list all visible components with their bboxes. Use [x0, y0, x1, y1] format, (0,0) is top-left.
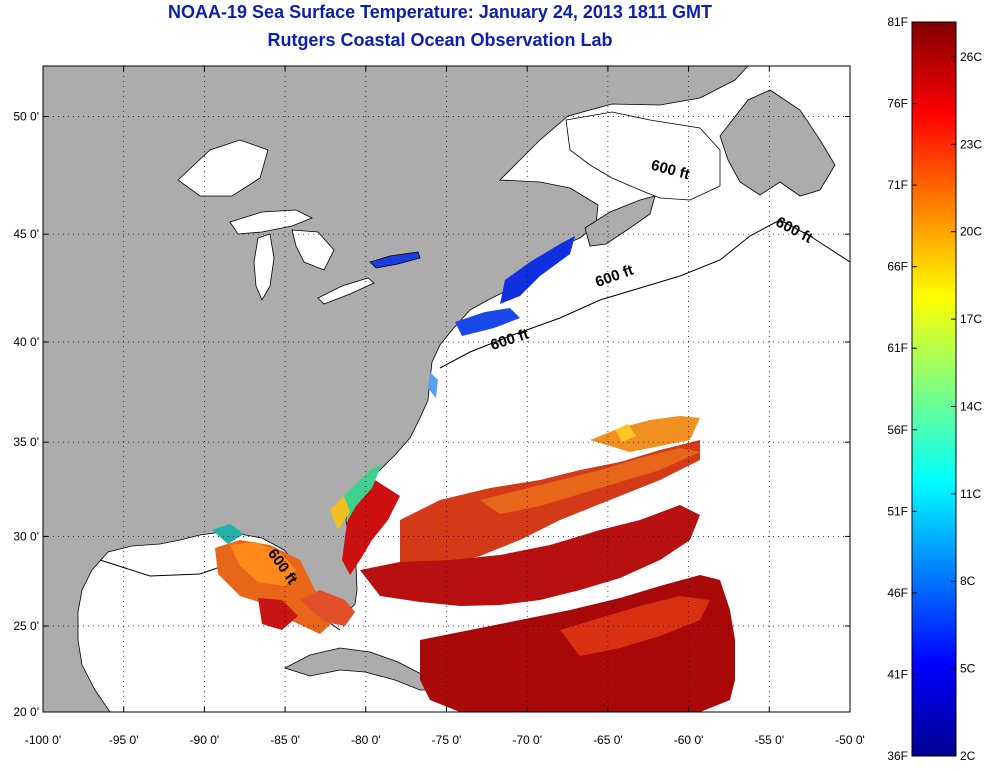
title-line-1: NOAA-19 Sea Surface Temperature: January…: [168, 2, 712, 22]
x-tick-label: -55 0': [754, 733, 784, 747]
sst-patches: [212, 236, 735, 712]
x-tick-label: -65 0': [593, 733, 623, 747]
colorbar-c-label: 2C: [960, 749, 976, 763]
x-axis-ticks: -100 0' -95 0' -90 0' -85 0' -80 0' -75 0' -70…: [25, 66, 865, 747]
colorbar: [911, 21, 957, 757]
x-tick-label: -85 0': [270, 733, 300, 747]
y-tick-label: 25 0': [13, 619, 39, 633]
colorbar-fahrenheit-labels: 81F 76F 71F 66F 61F 56F 51F 46F 41F 36F: [887, 15, 917, 763]
x-tick-label: -95 0': [109, 733, 139, 747]
colorbar-c-label: 23C: [960, 137, 982, 151]
x-tick-label: -70 0': [512, 733, 542, 747]
y-axis-ticks: 20 0' 25 0' 30 0' 35 0' 40 0' 45 0' 50 0': [13, 109, 850, 719]
colorbar-f-label: 51F: [887, 504, 908, 518]
x-tick-label: -80 0': [351, 733, 381, 747]
colorbar-c-label: 11C: [960, 487, 981, 501]
colorbar-c-label: 14C: [960, 399, 982, 413]
colorbar-celsius-labels: 26C 23C 20C 17C 14C 11C 8C 5C 2C: [951, 50, 982, 763]
isobath-600ft-northeast: [439, 219, 850, 369]
colorbar-c-label: 26C: [960, 50, 982, 64]
y-tick-label: 40 0': [13, 335, 39, 349]
colorbar-f-label: 46F: [887, 586, 908, 600]
colorbar-f-label: 81F: [887, 15, 908, 29]
lake-huron: [291, 229, 335, 271]
colorbar-f-label: 56F: [887, 423, 908, 437]
land-nova-scotia: [584, 195, 656, 247]
colorbar-f-label: 66F: [887, 260, 908, 274]
y-tick-label: 35 0': [13, 435, 39, 449]
colorbar-c-label: 5C: [960, 662, 976, 676]
x-tick-label: -60 0': [674, 733, 704, 747]
colorbar-f-label: 61F: [887, 341, 908, 355]
lake-ontario: [369, 251, 421, 269]
lake-superior: [229, 209, 313, 235]
colorbar-f-label: 76F: [887, 97, 908, 111]
hudson-bay-water: [177, 139, 269, 197]
lake-erie: [317, 277, 375, 305]
y-tick-label: 45 0': [13, 227, 39, 241]
y-tick-label: 30 0': [13, 529, 39, 543]
colorbar-f-label: 41F: [887, 667, 908, 681]
colorbar-c-label: 8C: [960, 574, 976, 588]
gulf-st-lawrence: [565, 111, 721, 201]
title-line-2: Rutgers Coastal Ocean Observation Lab: [267, 30, 613, 50]
lake-michigan: [253, 233, 275, 301]
x-tick-label: -50 0': [835, 733, 865, 747]
y-tick-label: 20 0': [13, 705, 39, 719]
colorbar-c-label: 17C: [960, 312, 982, 326]
colorbar-f-label: 36F: [887, 749, 908, 763]
colorbar-f-label: 71F: [887, 178, 908, 192]
x-tick-label: -75 0': [432, 733, 462, 747]
y-tick-label: 50 0': [13, 109, 39, 123]
x-tick-label: -100 0': [25, 733, 61, 747]
colorbar-c-label: 20C: [960, 225, 982, 239]
x-tick-label: -90 0': [190, 733, 220, 747]
